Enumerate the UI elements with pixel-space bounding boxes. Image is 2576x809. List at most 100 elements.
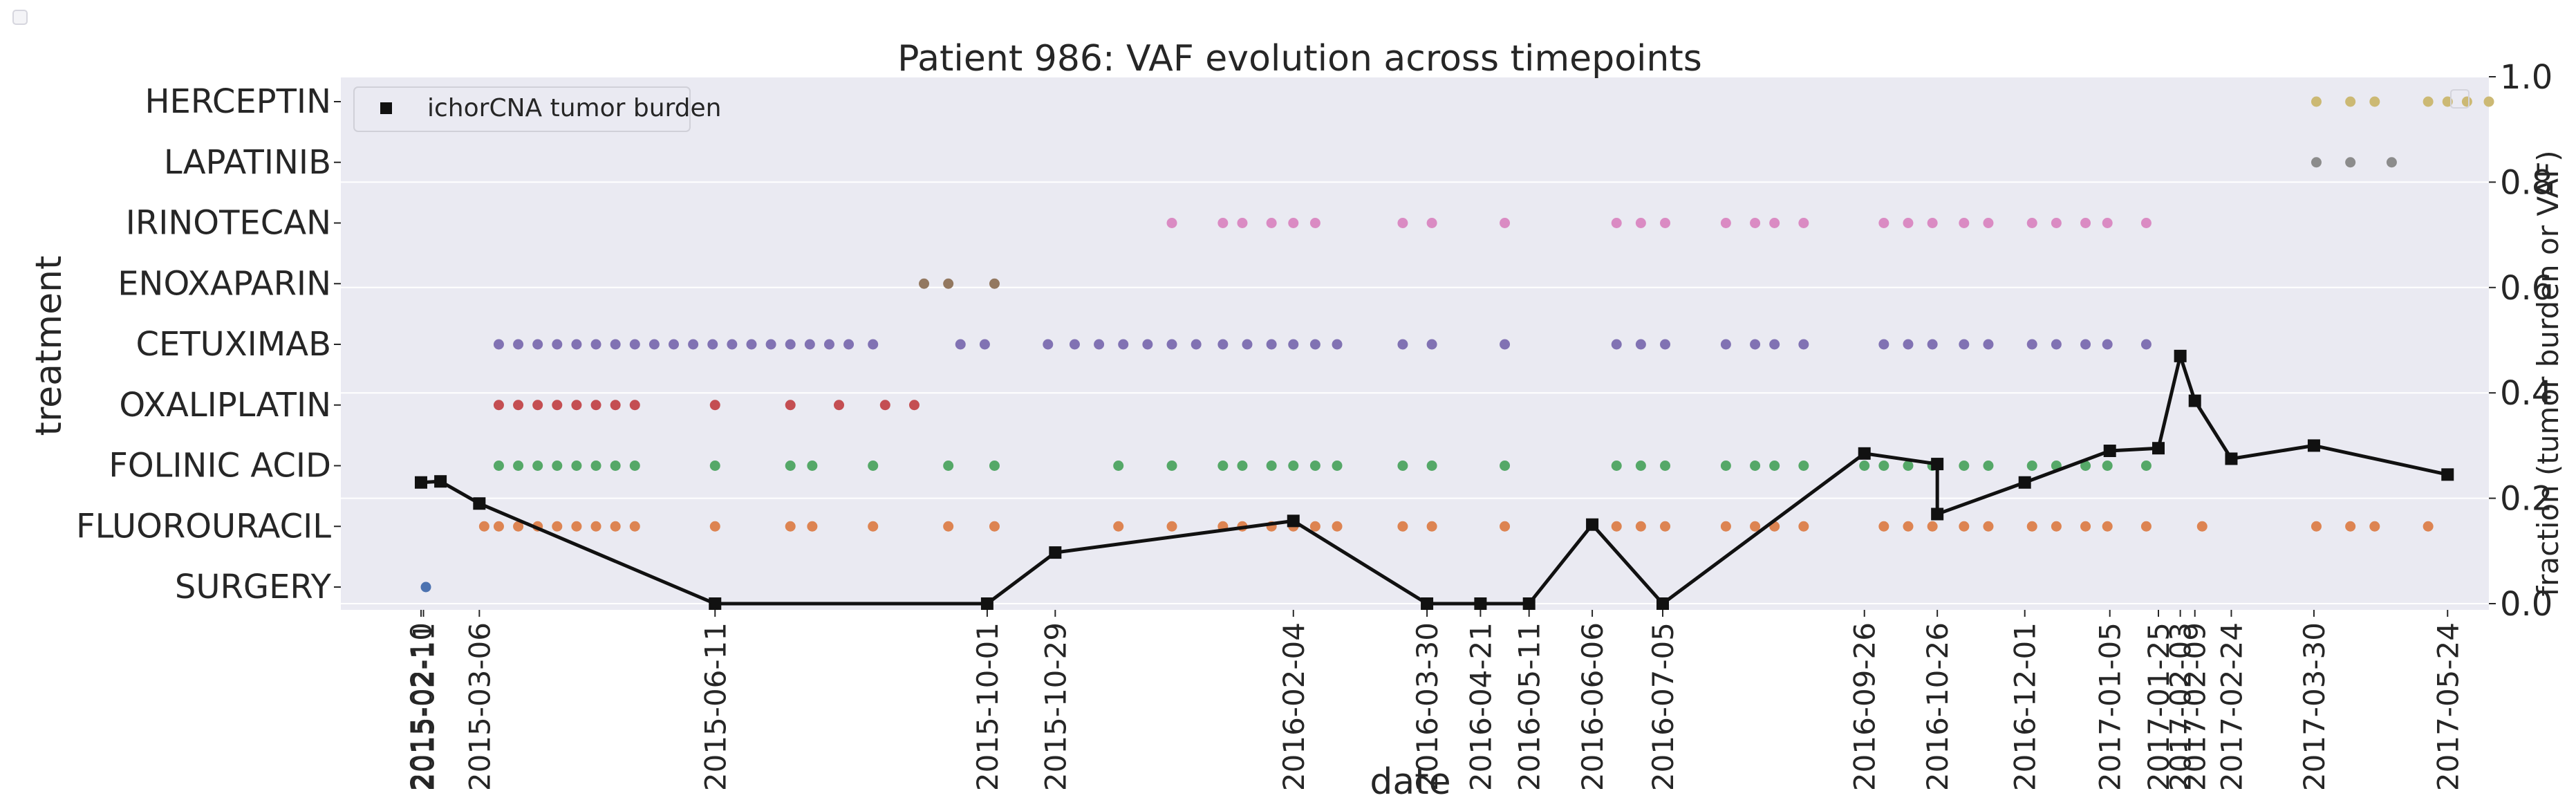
tumor-burden-point — [1474, 597, 1487, 610]
dose-point — [610, 339, 621, 350]
x-tick-label: 2016-12-01 — [2008, 622, 2042, 791]
dose-point — [1769, 461, 1780, 471]
dose-point — [843, 339, 855, 350]
axes: SURGERY FLUOROURACIL FOLINIC ACID OXALIPLAT… — [76, 58, 2552, 791]
legend-marker-square — [380, 102, 392, 114]
dose-point — [1660, 218, 1671, 228]
tumor-burden-point — [1656, 597, 1669, 610]
dose-point — [1720, 461, 1731, 471]
dose-point — [979, 339, 990, 350]
dose-point — [919, 278, 930, 289]
tumor-burden-point — [473, 497, 486, 510]
dose-point — [1094, 339, 1105, 350]
dose-point — [1983, 339, 1994, 350]
dose-point — [590, 339, 601, 350]
dose-point — [2369, 521, 2380, 532]
dose-point — [1927, 218, 1938, 228]
dose-point — [1903, 461, 1914, 471]
dose-point — [746, 339, 757, 350]
dose-point — [2026, 339, 2037, 350]
dose-point — [1798, 521, 1809, 532]
dose-point — [2311, 96, 2322, 107]
dose-point — [1266, 461, 1277, 471]
tumor-burden-point — [1421, 597, 1434, 610]
dose-point — [2345, 96, 2356, 107]
dose-point — [2140, 218, 2152, 228]
dose-point — [1500, 218, 1511, 228]
dose-point — [2080, 461, 2091, 471]
y-tick-label-left: OXALIPLATIN — [119, 386, 331, 425]
dose-point — [420, 582, 431, 593]
dose-point — [1237, 461, 1248, 471]
x-tick-label: 2015-06-11 — [698, 622, 732, 791]
dose-point — [1750, 461, 1761, 471]
x-tick-label: 2017-03-30 — [2297, 622, 2331, 791]
dose-point — [1927, 339, 1938, 350]
dose-point — [571, 461, 582, 471]
dose-point — [1309, 521, 1320, 532]
tumor-burden-point — [980, 597, 993, 610]
dose-point — [1113, 521, 1124, 532]
dose-point — [1166, 339, 1177, 350]
dose-point — [2026, 521, 2037, 532]
tumor-burden-point — [2174, 349, 2187, 362]
y-tick-label-right: 0.4 — [2500, 374, 2552, 413]
dose-point — [943, 521, 954, 532]
y-tick-label-right: 0.6 — [2500, 269, 2552, 308]
dose-point — [1878, 461, 1889, 471]
dose-point — [989, 461, 1000, 471]
dose-point — [532, 461, 543, 471]
y-tick-label-left: SURGERY — [175, 568, 332, 606]
dose-point — [1660, 521, 1671, 532]
dose-point — [1118, 339, 1129, 350]
dose-point — [2345, 157, 2356, 168]
dose-point — [1332, 521, 1343, 532]
chart-title: Patient 986: VAF evolution across timepo… — [897, 38, 1702, 80]
dose-point — [1166, 218, 1177, 228]
dose-point — [493, 461, 504, 471]
legend-empty-box — [2450, 89, 2470, 109]
tumor-burden-point — [2307, 439, 2320, 452]
dose-point — [1266, 218, 1277, 228]
dose-point — [1720, 521, 1731, 532]
dose-point — [989, 521, 1000, 532]
dose-point — [834, 400, 845, 411]
tumor-burden-point — [414, 476, 427, 489]
x-tick-label: 2016-04-21 — [1464, 622, 1497, 791]
dose-point — [1635, 218, 1646, 228]
x-tick-label: 2015-10-29 — [1038, 622, 1072, 791]
x-tick-label: 2017-05-24 — [2431, 622, 2465, 791]
x-tick-label: 2016-07-05 — [1646, 622, 1680, 791]
dose-point — [571, 339, 582, 350]
dose-point — [1903, 339, 1914, 350]
dose-point — [807, 521, 818, 532]
dose-point — [2102, 461, 2113, 471]
dose-point — [552, 461, 563, 471]
dose-point — [1798, 218, 1809, 228]
dose-point — [823, 339, 834, 350]
dose-point — [1635, 339, 1646, 350]
tumor-burden-point — [1858, 447, 1871, 460]
dose-point — [1166, 461, 1177, 471]
dose-point — [1397, 339, 1408, 350]
dose-point — [2311, 521, 2322, 532]
dose-point — [1288, 218, 1299, 228]
dose-point — [1720, 218, 1731, 228]
x-tick-label: 2016-06-06 — [1576, 622, 1609, 791]
dose-point — [610, 461, 621, 471]
dose-point — [2386, 157, 2397, 168]
dose-point — [1237, 218, 1248, 228]
dose-point — [629, 461, 640, 471]
dose-point — [1191, 339, 1202, 350]
dose-point — [1959, 218, 1970, 228]
dose-point — [707, 339, 718, 350]
dose-point — [943, 461, 954, 471]
dose-point — [610, 521, 621, 532]
dose-point — [552, 400, 563, 411]
dose-point — [1859, 461, 1870, 471]
dose-point — [2080, 521, 2091, 532]
tumor-burden-point — [2152, 442, 2165, 455]
y-tick-label-left: HERCEPTIN — [144, 82, 331, 121]
dose-point — [727, 339, 738, 350]
